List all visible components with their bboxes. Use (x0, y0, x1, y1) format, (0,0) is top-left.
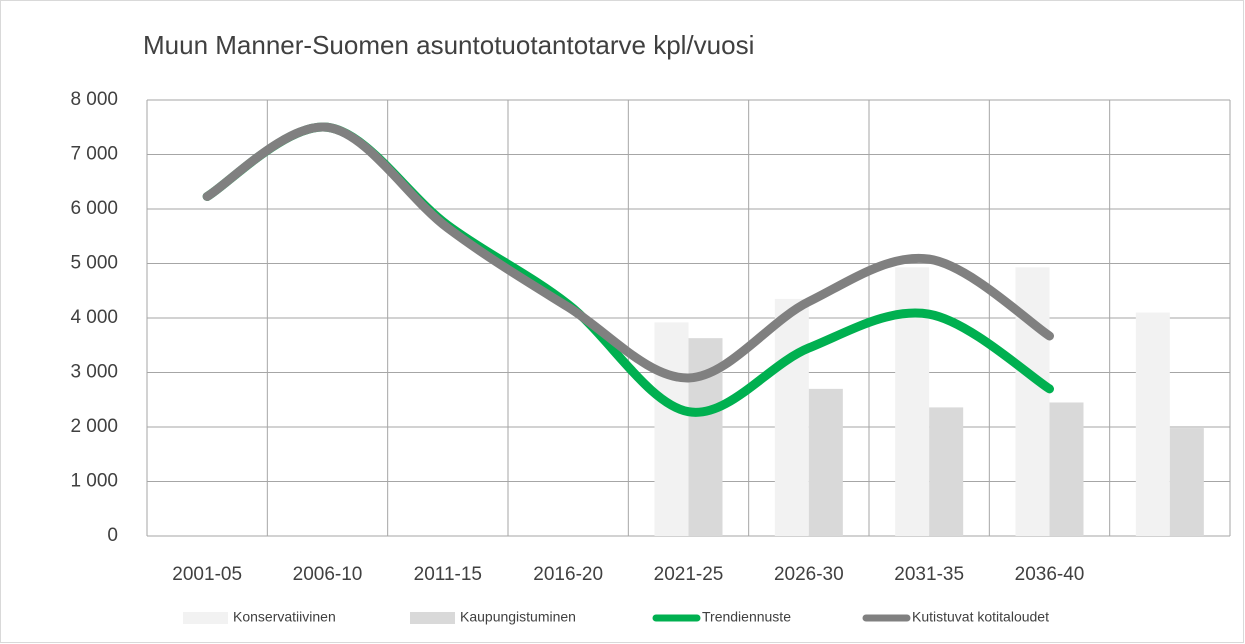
legend-label: Trendiennuste (702, 609, 791, 625)
x-tick-label: 2021-25 (654, 564, 724, 585)
bar (774, 298, 809, 536)
y-tick-label: 5 000 (70, 253, 118, 274)
x-tick-label: 2031-35 (894, 564, 964, 585)
legend-swatch (183, 612, 228, 624)
x-tick-label: 2026-30 (774, 564, 844, 585)
bar (1015, 267, 1050, 536)
y-tick-label: 0 (107, 525, 118, 546)
y-tick-label: 4 000 (70, 307, 118, 328)
legend-label: Konservatiivinen (233, 609, 336, 625)
y-tick-label: 7 000 (70, 144, 118, 165)
y-tick-label: 8 000 (70, 89, 118, 110)
x-tick-label: 2006-10 (293, 564, 363, 585)
bar (1049, 402, 1084, 536)
bar (808, 388, 843, 536)
x-tick-label: 2036-40 (1015, 564, 1085, 585)
x-tick-label: 2016-20 (533, 564, 603, 585)
chart-title: Muun Manner-Suomen asuntotuotantotarve k… (143, 30, 754, 60)
y-tick-label: 2 000 (70, 416, 118, 437)
bar (654, 322, 689, 536)
legend-label: Kutistuvat kotitaloudet (912, 609, 1049, 625)
bar (1135, 312, 1170, 536)
bar (929, 407, 964, 536)
y-tick-label: 3 000 (70, 362, 118, 383)
bar (1169, 428, 1204, 536)
bar (895, 267, 930, 536)
y-tick-label: 6 000 (70, 198, 118, 219)
x-tick-label: 2011-15 (414, 564, 482, 585)
line (202, 122, 1054, 383)
x-tick-label: 2001-05 (172, 564, 242, 585)
legend-swatch (410, 612, 455, 624)
y-tick-label: 1 000 (70, 471, 118, 492)
legend-label: Kaupungistuminen (460, 609, 576, 625)
